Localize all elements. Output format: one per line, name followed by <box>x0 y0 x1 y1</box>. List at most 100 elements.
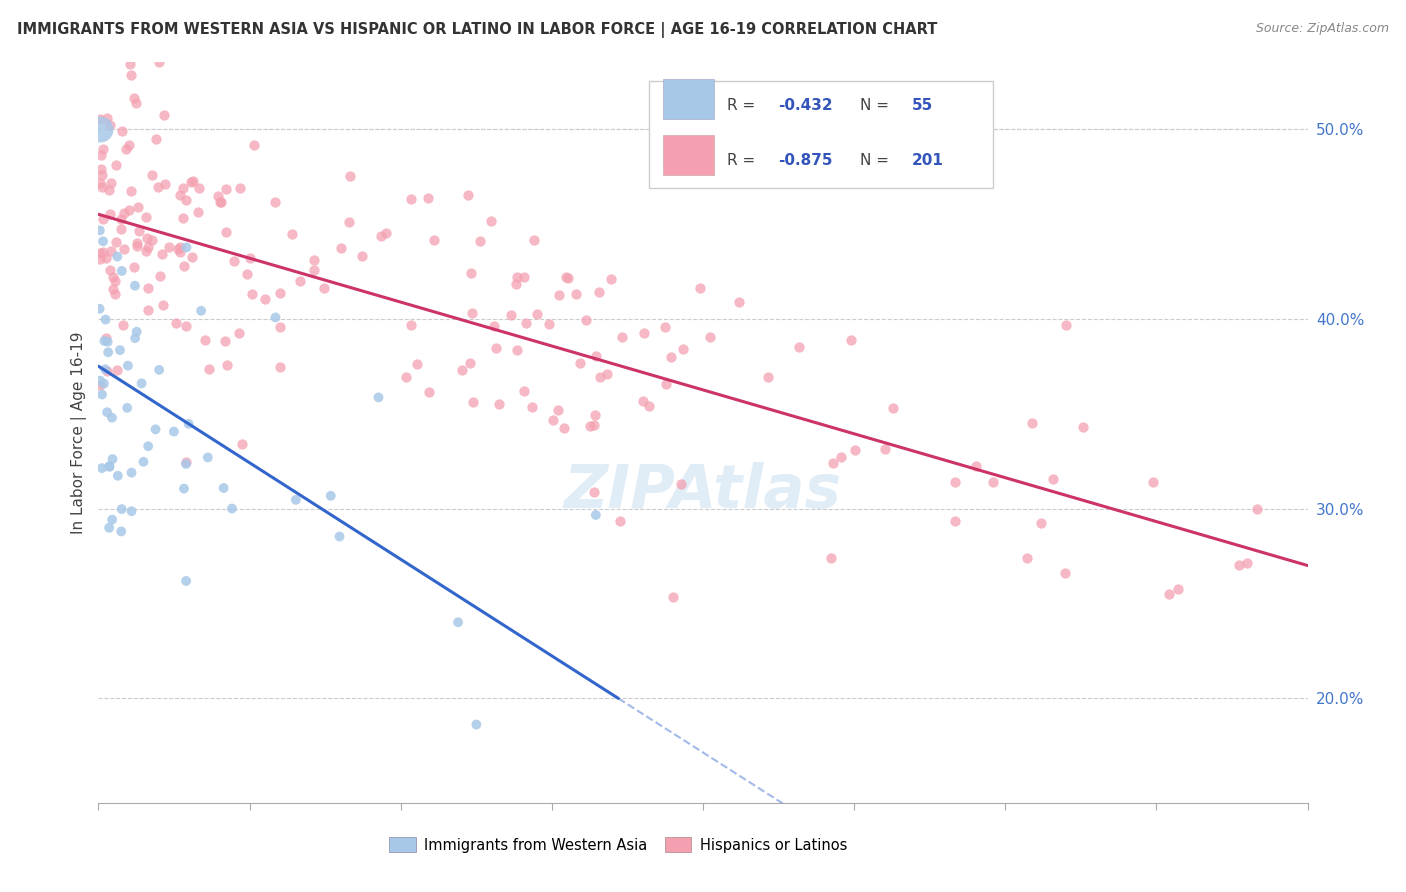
Point <box>104 287 127 301</box>
Point <box>488 397 510 411</box>
Point <box>1229 558 1251 572</box>
Point <box>229 181 252 195</box>
Point <box>152 298 174 312</box>
Point <box>328 530 350 544</box>
Point <box>505 270 527 285</box>
Point <box>115 143 138 157</box>
Point <box>231 437 253 451</box>
Point <box>329 241 352 255</box>
Point <box>240 286 263 301</box>
Point <box>124 260 146 274</box>
Point <box>124 278 146 293</box>
Point <box>169 240 191 254</box>
Point <box>839 333 862 347</box>
Point <box>174 574 197 588</box>
Point <box>460 267 482 281</box>
Point <box>89 177 111 191</box>
Point <box>174 193 197 207</box>
Point <box>1015 550 1038 565</box>
Point <box>141 233 163 247</box>
Point <box>100 244 122 259</box>
Point <box>131 376 153 391</box>
Point <box>281 227 304 242</box>
Point <box>506 343 529 357</box>
Text: 55: 55 <box>912 98 934 113</box>
Point <box>149 269 172 284</box>
Point <box>505 277 527 291</box>
Point <box>111 502 134 516</box>
Point <box>197 450 219 465</box>
Text: R =: R = <box>727 98 761 113</box>
Point <box>1142 475 1164 490</box>
Point <box>108 343 131 358</box>
Point <box>167 242 190 256</box>
Point <box>110 212 132 227</box>
Point <box>654 320 676 334</box>
Point <box>585 508 607 522</box>
Point <box>499 308 522 322</box>
Legend: Immigrants from Western Asia, Hispanics or Latinos: Immigrants from Western Asia, Hispanics … <box>384 831 853 858</box>
Point <box>1042 472 1064 486</box>
Point <box>127 200 149 214</box>
Point <box>89 223 111 237</box>
Point <box>209 194 232 209</box>
Point <box>208 195 231 210</box>
Point <box>596 367 619 381</box>
Point <box>820 551 842 566</box>
Point <box>423 233 446 247</box>
Text: Source: ZipAtlas.com: Source: ZipAtlas.com <box>1256 22 1389 36</box>
Point <box>557 271 579 285</box>
Text: IMMIGRANTS FROM WESTERN ASIA VS HISPANIC OR LATINO IN LABOR FORCE | AGE 16-19 CO: IMMIGRANTS FROM WESTERN ASIA VS HISPANIC… <box>17 22 938 38</box>
Point <box>589 369 612 384</box>
Point <box>90 161 112 176</box>
Point <box>418 385 440 400</box>
Point <box>94 312 117 326</box>
Point <box>141 169 163 183</box>
Point <box>485 342 508 356</box>
Point <box>699 330 721 344</box>
Point <box>98 263 121 277</box>
Point <box>1021 416 1043 430</box>
Point <box>302 253 325 268</box>
Point <box>1167 582 1189 597</box>
Point <box>181 250 204 264</box>
Point <box>148 55 170 70</box>
Point <box>96 112 118 126</box>
Point <box>190 303 212 318</box>
Point <box>319 489 342 503</box>
Point <box>128 224 150 238</box>
Point <box>215 182 238 196</box>
Point <box>121 466 143 480</box>
Point <box>120 68 142 82</box>
Point <box>97 345 120 359</box>
Point <box>93 142 115 156</box>
Text: ZIPAtlas: ZIPAtlas <box>564 462 842 521</box>
Point <box>104 158 127 172</box>
Point <box>662 590 685 604</box>
Point <box>90 148 112 162</box>
Point <box>513 270 536 285</box>
Point <box>125 95 148 110</box>
Point <box>1054 318 1077 332</box>
Point <box>523 233 546 247</box>
Point <box>101 270 124 285</box>
Point <box>146 180 169 194</box>
Point <box>125 239 148 253</box>
Point <box>150 247 173 261</box>
Point <box>655 376 678 391</box>
Point <box>600 272 623 286</box>
Point <box>96 331 118 345</box>
Point <box>515 317 537 331</box>
Point <box>89 301 111 316</box>
Point <box>727 294 749 309</box>
Point <box>115 401 138 415</box>
Text: 201: 201 <box>912 153 943 169</box>
Point <box>98 207 121 221</box>
Point <box>526 307 548 321</box>
Point <box>565 287 588 301</box>
Point <box>575 313 598 327</box>
Point <box>145 131 167 145</box>
Point <box>214 334 236 348</box>
Point <box>482 319 505 334</box>
Point <box>254 292 277 306</box>
